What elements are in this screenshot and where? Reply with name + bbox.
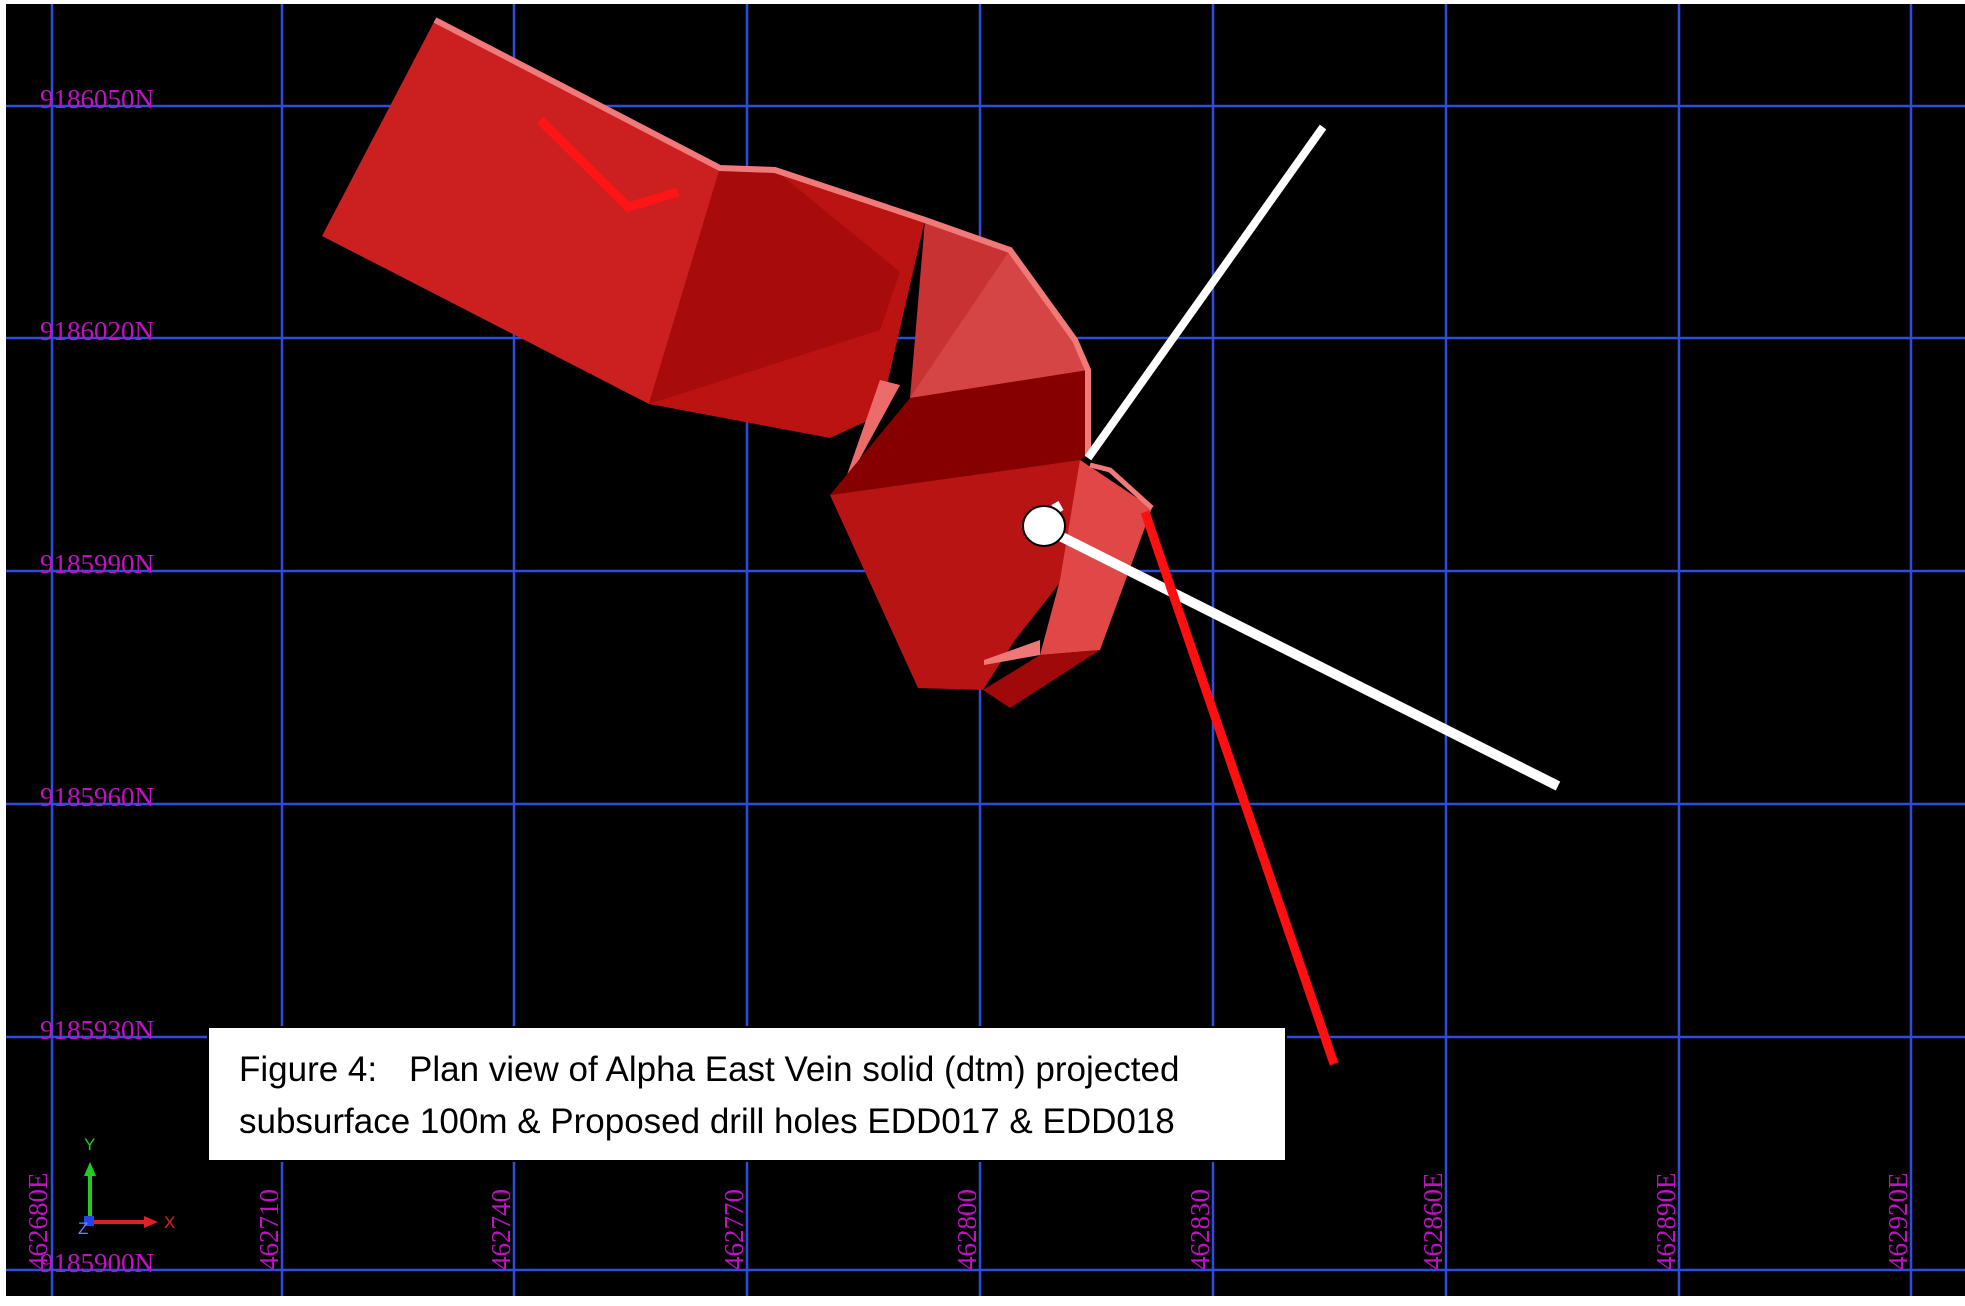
drill-hole-edd017-collar-stub <box>1051 501 1064 514</box>
vein-face <box>910 250 1088 398</box>
orientation-triad: Y X Z <box>78 1135 175 1238</box>
caption-text-1: Plan view of Alpha East Vein solid (dtm)… <box>409 1050 1180 1089</box>
drill-collar-marker <box>1022 505 1066 547</box>
caption-text-2: subsurface 100m & Proposed drill holes E… <box>239 1102 1175 1141</box>
vein-edge-highlight <box>1089 462 1154 510</box>
easting-label: 462770 <box>719 1189 749 1270</box>
vein-face <box>983 650 1100 708</box>
figure-label: Figure 4: <box>239 1050 378 1089</box>
y-axis-label: Y <box>84 1135 95 1154</box>
northing-labels: 9186050N 9186020N 9185990N 9185960N 9185… <box>40 84 154 1278</box>
easting-label: 462890E <box>1651 1173 1681 1271</box>
vein-edge-highlight <box>433 17 1091 455</box>
easting-label: 462680E <box>23 1173 53 1271</box>
x-axis-arrowhead <box>144 1216 158 1228</box>
northing-label: 9186020N <box>40 316 154 346</box>
vein-face <box>649 168 900 404</box>
drill-hole-edd018 <box>1140 510 1339 1066</box>
figure-caption: Figure 4: Plan view of Alpha East Vein so… <box>207 1026 1287 1162</box>
easting-label: 462920E <box>1883 1173 1913 1271</box>
caption-line-2: subsurface 100m & Proposed drill holes E… <box>239 1096 1255 1148</box>
vein-solid <box>322 17 1154 708</box>
y-axis-arrowhead <box>84 1162 96 1176</box>
vein-face <box>322 20 720 404</box>
northing-label: 9185990N <box>40 549 154 579</box>
map-canvas: 9186050N 9186020N 9185990N 9185960N 9185… <box>6 4 1965 1296</box>
z-axis-marker <box>84 1216 94 1226</box>
x-axis-label: X <box>164 1213 175 1232</box>
drill-hole-edd017-east <box>1045 525 1561 791</box>
caption-line-1: Figure 4: Plan view of Alpha East Vein so… <box>239 1044 1255 1096</box>
easting-label: 462710 <box>254 1189 284 1270</box>
vein-face <box>830 370 1088 495</box>
easting-label: 462740 <box>486 1189 516 1270</box>
northing-label: 9186050N <box>40 84 154 114</box>
drill-hole-edd017-north <box>1084 124 1327 461</box>
easting-label: 462860E <box>1418 1173 1448 1271</box>
drill-holes <box>1022 124 1561 1066</box>
northing-label: 9185900N <box>40 1248 154 1278</box>
easting-label: 462800 <box>952 1189 982 1270</box>
z-axis-label: Z <box>78 1219 88 1238</box>
easting-labels: 462680E 462710 462740 462770 462800 4628… <box>23 1173 1913 1271</box>
northing-label: 9185930N <box>40 1015 154 1045</box>
vein-face <box>984 640 1040 665</box>
easting-label: 462830 <box>1185 1189 1215 1270</box>
northing-label: 9185960N <box>40 782 154 812</box>
vein-trace <box>536 116 680 213</box>
